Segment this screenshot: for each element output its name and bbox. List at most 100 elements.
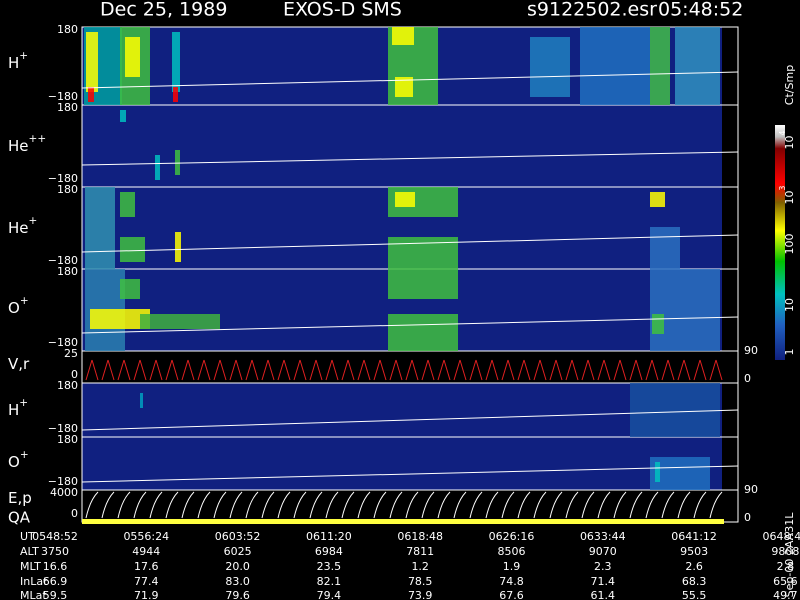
cell: 67.6	[499, 589, 524, 600]
velocity-trace	[389, 359, 403, 381]
footer: Sep-00 2AA31L	[783, 512, 796, 598]
panel-label-sup: +	[29, 215, 38, 227]
trend-line	[81, 71, 739, 89]
row-label: MLT	[20, 560, 41, 573]
velocity-trace	[597, 359, 611, 381]
energy-trace	[405, 491, 419, 519]
energy-trace	[517, 491, 531, 519]
spectrogram-patch	[395, 77, 413, 97]
panel-label: He+	[8, 215, 37, 237]
spectrogram-patch	[530, 37, 570, 97]
energy-trace	[213, 491, 227, 519]
velocity-trace	[165, 359, 179, 381]
row-label: ALT	[20, 545, 39, 558]
spectrogram-patch	[120, 110, 126, 122]
colorbar-label-base: 10	[783, 190, 796, 204]
velocity-trace	[277, 359, 291, 381]
spectrogram-patch	[86, 32, 98, 92]
velocity-trace	[357, 359, 371, 381]
energy-trace	[85, 491, 99, 519]
energy-trace	[661, 491, 675, 519]
energy-trace	[533, 491, 547, 519]
energy-trace	[277, 491, 291, 519]
velocity-trace	[101, 359, 115, 381]
panel-label-sup: +	[20, 449, 29, 461]
panel	[82, 437, 722, 490]
energy-trace	[501, 491, 515, 519]
qa-bar	[82, 519, 724, 524]
cell: 8506	[498, 545, 526, 558]
energy-trace	[565, 491, 579, 519]
cell: 9503	[680, 545, 708, 558]
energy-trace	[437, 491, 451, 519]
cell: 82.1	[317, 575, 342, 588]
energy-trace	[581, 491, 595, 519]
velocity-trace	[245, 359, 259, 381]
colorbar-label: 100	[783, 234, 796, 255]
spectrogram-patch	[650, 227, 680, 269]
cell: 49.7	[773, 589, 798, 600]
panel	[82, 383, 722, 437]
cell: 1.9	[503, 560, 521, 573]
velocity-trace	[229, 359, 243, 381]
energy-trace	[613, 491, 627, 519]
velocity-trace	[581, 359, 595, 381]
panel-label-base: He	[8, 137, 29, 155]
instrument: EXOS-D SMS	[283, 0, 402, 21]
cell: 55.5	[682, 589, 707, 600]
energy-trace	[693, 491, 707, 519]
panel-end	[722, 351, 738, 383]
colorbar-label: 10	[783, 298, 796, 312]
cell: 4944	[132, 545, 160, 558]
velocity-trace	[325, 359, 339, 381]
y2-tick-label: 90	[744, 344, 758, 357]
spectrogram-patch	[155, 155, 160, 180]
cell: 78.5	[408, 575, 433, 588]
energy-trace	[469, 491, 483, 519]
cell: 0548:52	[32, 530, 78, 543]
velocity-trace	[501, 359, 515, 381]
y-tick-label: −180	[48, 422, 78, 435]
panel-end	[722, 490, 738, 522]
cell: 20.0	[225, 560, 250, 573]
velocity-trace	[517, 359, 531, 381]
energy-trace	[229, 491, 243, 519]
spectrogram-patch	[655, 462, 660, 482]
y2-tick-label: 90	[744, 483, 758, 496]
panel-end	[722, 105, 738, 187]
spectrogram-patch	[388, 314, 458, 351]
energy-trace	[709, 491, 723, 519]
cell: 0633:44	[580, 530, 626, 543]
spectrogram-patch	[630, 383, 720, 437]
velocity-trace	[197, 359, 211, 381]
spectrogram-patch	[650, 269, 720, 351]
y-tick-label: 0	[71, 507, 78, 520]
velocity-trace	[485, 359, 499, 381]
panel-label-base: H	[8, 401, 19, 419]
y-tick-label: 0	[71, 368, 78, 381]
cell: 2.8	[777, 560, 795, 573]
panel	[82, 105, 722, 187]
colorbar-label-base: 100	[783, 234, 796, 255]
spectrogram-patch	[652, 314, 664, 334]
colorbar	[775, 125, 785, 360]
energy-trace	[341, 491, 355, 519]
row-label: UT	[20, 530, 35, 543]
velocity-trace	[261, 359, 275, 381]
cell: 0556:24	[123, 530, 169, 543]
colorbar-label: 1	[783, 349, 796, 356]
velocity-trace	[613, 359, 627, 381]
velocity-trace	[293, 359, 307, 381]
cell: 79.4	[317, 589, 342, 600]
cell: 23.5	[317, 560, 342, 573]
energy-trace	[325, 491, 339, 519]
spectrogram-patch	[675, 27, 720, 105]
velocity-trace	[469, 359, 483, 381]
row-label: InLat	[20, 575, 48, 588]
spectrogram-patch	[650, 192, 665, 207]
cell: 6025	[224, 545, 252, 558]
energy-trace	[389, 491, 403, 519]
velocity-trace	[661, 359, 675, 381]
velocity-trace	[437, 359, 451, 381]
